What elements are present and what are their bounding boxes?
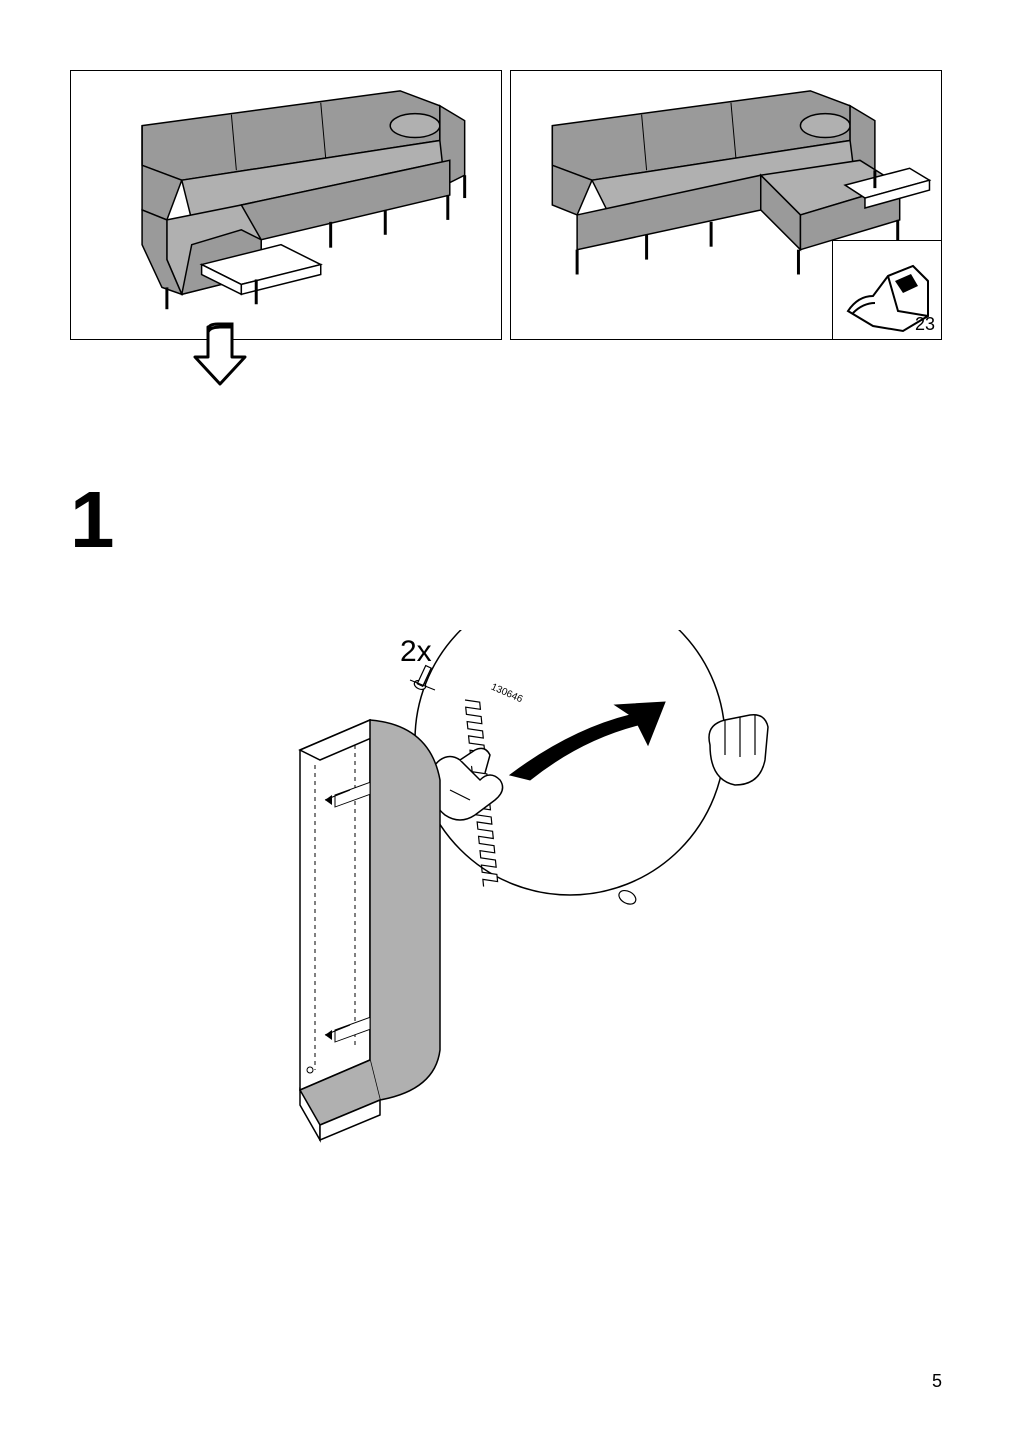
manual-page-ref: 23 [915,314,935,335]
option-left-chaise [70,70,502,340]
option-right-chaise: 23 [510,70,942,340]
page-number: 5 [932,1371,942,1392]
sofa-left-chaise-illustration [71,71,501,339]
continue-arrow-icon [190,322,250,392]
step-1-illustration [280,630,880,1160]
configuration-options: 23 [70,70,942,340]
manual-reference-callout: 23 [832,240,942,340]
step-number: 1 [70,480,115,560]
